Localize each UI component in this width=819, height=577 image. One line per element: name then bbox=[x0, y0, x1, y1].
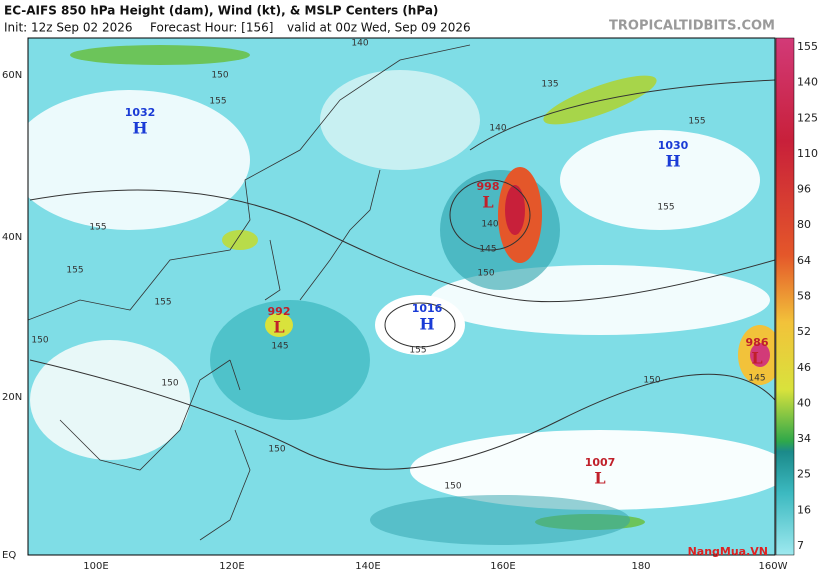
contour-label: 155 bbox=[66, 266, 83, 276]
pressure-kind: L bbox=[482, 193, 493, 212]
colorbar-label: 16 bbox=[797, 503, 811, 516]
map-field bbox=[28, 38, 775, 555]
contour-label: 155 bbox=[154, 298, 171, 308]
init: Init: 12z Sep 02 2026 bbox=[4, 21, 132, 35]
source: TROPICALTIDBITS.COM bbox=[609, 19, 775, 34]
contour-label: 140 bbox=[351, 39, 368, 49]
colorbar-label: 155 bbox=[797, 40, 818, 53]
valid-time: valid at 00z Wed, Sep 09 2026 bbox=[287, 21, 471, 35]
watermark: NangMua.VN bbox=[688, 545, 768, 558]
pressure-value: 1030 bbox=[658, 139, 689, 152]
pressure-value: 1007 bbox=[585, 456, 616, 469]
colorbar-label: 40 bbox=[797, 396, 811, 409]
contour-label: 155 bbox=[89, 223, 106, 233]
colorbar bbox=[775, 37, 795, 556]
pressure-kind: L bbox=[273, 318, 284, 337]
pressure-kind: H bbox=[419, 315, 434, 334]
contour-label: 150 bbox=[268, 445, 285, 455]
lat-label: 60N bbox=[2, 70, 22, 81]
colorbar-label: 96 bbox=[797, 183, 811, 196]
colorbar-label: 125 bbox=[797, 111, 818, 124]
colorbar-label: 140 bbox=[797, 76, 818, 89]
lon-label: 160W bbox=[759, 561, 788, 572]
forecast-hour: Forecast Hour: [156] bbox=[150, 21, 273, 35]
pressure-value: 986 bbox=[746, 336, 769, 349]
lon-label: 160E bbox=[490, 561, 515, 572]
contour-label: 135 bbox=[541, 80, 558, 90]
lat-label: 40N bbox=[2, 232, 22, 243]
colorbar-label: 52 bbox=[797, 325, 811, 338]
contour-label: 155 bbox=[209, 97, 226, 107]
contour-label: 140 bbox=[489, 124, 506, 134]
title: EC-AIFS 850 hPa Height (dam), Wind (kt),… bbox=[4, 4, 438, 18]
contour-label: 145 bbox=[748, 374, 765, 384]
pressure-value: 998 bbox=[477, 180, 500, 193]
pressure-kind: L bbox=[594, 469, 605, 488]
pressure-value: 992 bbox=[268, 305, 291, 318]
lon-label: 100E bbox=[83, 561, 108, 572]
colorbar-label: 7 bbox=[797, 539, 804, 552]
lat-label: EQ bbox=[2, 550, 16, 561]
contour-label: 155 bbox=[409, 346, 426, 356]
lat-label: 20N bbox=[2, 392, 22, 403]
contour-label: 150 bbox=[211, 71, 228, 81]
lon-label: 140E bbox=[355, 561, 380, 572]
contour-label: 155 bbox=[688, 117, 705, 127]
colorbar-label: 58 bbox=[797, 290, 811, 303]
colorbar-label: 34 bbox=[797, 432, 811, 445]
contour-label: 145 bbox=[271, 342, 288, 352]
contour-label: 150 bbox=[31, 336, 48, 346]
contour-label: 150 bbox=[643, 376, 660, 386]
contour-label: 140 bbox=[481, 220, 498, 230]
pressure-kind: H bbox=[132, 119, 147, 138]
contour-label: 150 bbox=[161, 379, 178, 389]
contour-label: 150 bbox=[477, 269, 494, 279]
colorbar-label: 110 bbox=[797, 147, 818, 160]
colorbar-label: 80 bbox=[797, 218, 811, 231]
contour-label: 155 bbox=[657, 203, 674, 213]
map-frame bbox=[27, 37, 776, 556]
colorbar-label: 25 bbox=[797, 468, 811, 481]
pressure-kind: H bbox=[665, 152, 680, 171]
contour-label: 145 bbox=[479, 245, 496, 255]
pressure-value: 1016 bbox=[412, 302, 443, 315]
contour-label: 150 bbox=[444, 482, 461, 492]
pressure-value: 1032 bbox=[125, 106, 156, 119]
colorbar-label: 46 bbox=[797, 361, 811, 374]
lon-label: 120E bbox=[219, 561, 244, 572]
colorbar-label: 64 bbox=[797, 254, 811, 267]
lon-label: 180 bbox=[631, 561, 650, 572]
pressure-kind: L bbox=[751, 349, 762, 368]
